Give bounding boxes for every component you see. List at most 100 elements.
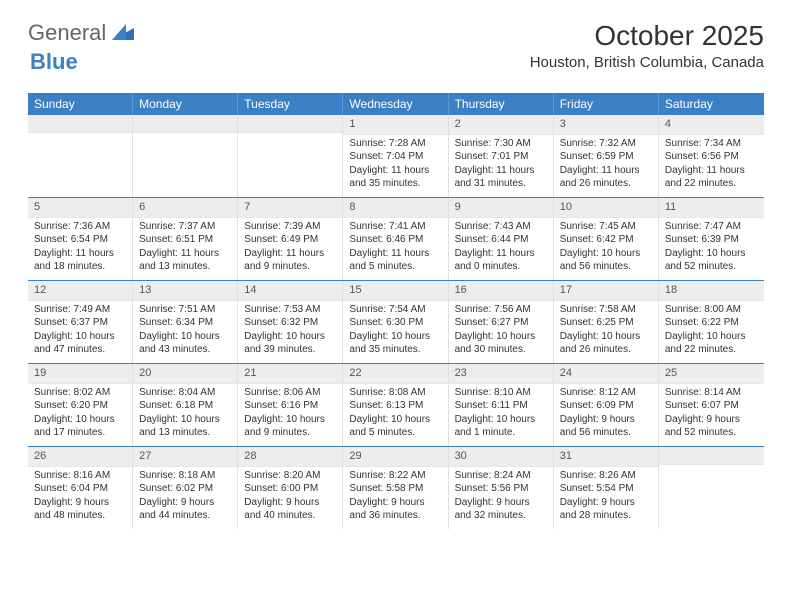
day-number: 14	[238, 281, 342, 301]
daylight-text: Daylight: 9 hours and 56 minutes.	[560, 413, 652, 440]
calendar-cell: 29Sunrise: 8:22 AMSunset: 5:58 PMDayligh…	[343, 447, 448, 529]
day-header-thu: Thursday	[449, 93, 554, 115]
day-number: 26	[28, 447, 132, 467]
sunrise-text: Sunrise: 8:00 AM	[665, 303, 758, 317]
day-number: 5	[28, 198, 132, 218]
sunset-text: Sunset: 6:34 PM	[139, 316, 231, 330]
day-detail: Sunrise: 8:18 AMSunset: 6:02 PMDaylight:…	[133, 467, 237, 527]
sunset-text: Sunset: 5:56 PM	[455, 482, 547, 496]
sunset-text: Sunset: 6:37 PM	[34, 316, 126, 330]
day-detail: Sunrise: 8:12 AMSunset: 6:09 PMDaylight:…	[554, 384, 658, 444]
day-number: 15	[343, 281, 447, 301]
day-number	[28, 115, 132, 133]
calendar-page: General October 2025 Houston, British Co…	[0, 0, 792, 549]
day-detail: Sunrise: 7:54 AMSunset: 6:30 PMDaylight:…	[343, 301, 447, 361]
day-number: 19	[28, 364, 132, 384]
sunset-text: Sunset: 6:00 PM	[244, 482, 336, 496]
day-number: 31	[554, 447, 658, 467]
calendar-cell: 25Sunrise: 8:14 AMSunset: 6:07 PMDayligh…	[659, 364, 764, 446]
calendar-grid: Sunday Monday Tuesday Wednesday Thursday…	[28, 93, 764, 529]
calendar-cell: 12Sunrise: 7:49 AMSunset: 6:37 PMDayligh…	[28, 281, 133, 363]
day-detail: Sunrise: 7:49 AMSunset: 6:37 PMDaylight:…	[28, 301, 132, 361]
calendar-cell: 13Sunrise: 7:51 AMSunset: 6:34 PMDayligh…	[133, 281, 238, 363]
day-number: 22	[343, 364, 447, 384]
day-detail: Sunrise: 7:32 AMSunset: 6:59 PMDaylight:…	[554, 135, 658, 195]
daylight-text: Daylight: 10 hours and 43 minutes.	[139, 330, 231, 357]
sunset-text: Sunset: 6:18 PM	[139, 399, 231, 413]
day-number: 16	[449, 281, 553, 301]
sunset-text: Sunset: 6:39 PM	[665, 233, 758, 247]
day-number: 20	[133, 364, 237, 384]
day-detail: Sunrise: 7:30 AMSunset: 7:01 PMDaylight:…	[449, 135, 553, 195]
day-number: 8	[343, 198, 447, 218]
sunrise-text: Sunrise: 8:10 AM	[455, 386, 547, 400]
daylight-text: Daylight: 10 hours and 30 minutes.	[455, 330, 547, 357]
calendar-cell: 28Sunrise: 8:20 AMSunset: 6:00 PMDayligh…	[238, 447, 343, 529]
sunset-text: Sunset: 6:44 PM	[455, 233, 547, 247]
sunrise-text: Sunrise: 8:04 AM	[139, 386, 231, 400]
calendar-cell: 9Sunrise: 7:43 AMSunset: 6:44 PMDaylight…	[449, 198, 554, 280]
calendar-cell: 3Sunrise: 7:32 AMSunset: 6:59 PMDaylight…	[554, 115, 659, 197]
calendar-cell: 30Sunrise: 8:24 AMSunset: 5:56 PMDayligh…	[449, 447, 554, 529]
day-number: 2	[449, 115, 553, 135]
daylight-text: Daylight: 11 hours and 18 minutes.	[34, 247, 126, 274]
day-header-sun: Sunday	[28, 93, 133, 115]
calendar-cell: 7Sunrise: 7:39 AMSunset: 6:49 PMDaylight…	[238, 198, 343, 280]
daylight-text: Daylight: 9 hours and 44 minutes.	[139, 496, 231, 523]
sunrise-text: Sunrise: 7:30 AM	[455, 137, 547, 151]
calendar-week: 5Sunrise: 7:36 AMSunset: 6:54 PMDaylight…	[28, 197, 764, 280]
calendar-cell: 6Sunrise: 7:37 AMSunset: 6:51 PMDaylight…	[133, 198, 238, 280]
daylight-text: Daylight: 10 hours and 22 minutes.	[665, 330, 758, 357]
sunrise-text: Sunrise: 7:34 AM	[665, 137, 758, 151]
sunrise-text: Sunrise: 8:12 AM	[560, 386, 652, 400]
sunrise-text: Sunrise: 7:54 AM	[349, 303, 441, 317]
daylight-text: Daylight: 11 hours and 35 minutes.	[349, 164, 441, 191]
day-number: 28	[238, 447, 342, 467]
day-number	[238, 115, 342, 133]
logo-mark-icon	[112, 20, 134, 46]
month-title: October 2025	[530, 20, 764, 52]
sunrise-text: Sunrise: 8:18 AM	[139, 469, 231, 483]
calendar-cell: 20Sunrise: 8:04 AMSunset: 6:18 PMDayligh…	[133, 364, 238, 446]
sunset-text: Sunset: 6:09 PM	[560, 399, 652, 413]
calendar-cell	[238, 115, 343, 197]
daylight-text: Daylight: 11 hours and 0 minutes.	[455, 247, 547, 274]
day-detail: Sunrise: 8:26 AMSunset: 5:54 PMDaylight:…	[554, 467, 658, 527]
daylight-text: Daylight: 10 hours and 52 minutes.	[665, 247, 758, 274]
daylight-text: Daylight: 10 hours and 26 minutes.	[560, 330, 652, 357]
day-detail: Sunrise: 8:04 AMSunset: 6:18 PMDaylight:…	[133, 384, 237, 444]
sunset-text: Sunset: 6:25 PM	[560, 316, 652, 330]
day-detail: Sunrise: 7:56 AMSunset: 6:27 PMDaylight:…	[449, 301, 553, 361]
sunset-text: Sunset: 6:54 PM	[34, 233, 126, 247]
daylight-text: Daylight: 9 hours and 52 minutes.	[665, 413, 758, 440]
calendar-cell: 4Sunrise: 7:34 AMSunset: 6:56 PMDaylight…	[659, 115, 764, 197]
sunset-text: Sunset: 6:49 PM	[244, 233, 336, 247]
sunset-text: Sunset: 7:01 PM	[455, 150, 547, 164]
sunrise-text: Sunrise: 8:20 AM	[244, 469, 336, 483]
sunset-text: Sunset: 6:13 PM	[349, 399, 441, 413]
calendar-cell: 23Sunrise: 8:10 AMSunset: 6:11 PMDayligh…	[449, 364, 554, 446]
day-detail: Sunrise: 8:22 AMSunset: 5:58 PMDaylight:…	[343, 467, 447, 527]
calendar-cell: 14Sunrise: 7:53 AMSunset: 6:32 PMDayligh…	[238, 281, 343, 363]
sunset-text: Sunset: 6:30 PM	[349, 316, 441, 330]
daylight-text: Daylight: 9 hours and 36 minutes.	[349, 496, 441, 523]
day-number: 12	[28, 281, 132, 301]
day-header-wed: Wednesday	[343, 93, 448, 115]
weeks-container: 1Sunrise: 7:28 AMSunset: 7:04 PMDaylight…	[28, 115, 764, 529]
daylight-text: Daylight: 10 hours and 1 minute.	[455, 413, 547, 440]
sunset-text: Sunset: 5:58 PM	[349, 482, 441, 496]
calendar-week: 26Sunrise: 8:16 AMSunset: 6:04 PMDayligh…	[28, 446, 764, 529]
sunrise-text: Sunrise: 8:16 AM	[34, 469, 126, 483]
day-detail: Sunrise: 8:06 AMSunset: 6:16 PMDaylight:…	[238, 384, 342, 444]
day-detail: Sunrise: 7:53 AMSunset: 6:32 PMDaylight:…	[238, 301, 342, 361]
day-number	[133, 115, 237, 133]
day-detail: Sunrise: 7:58 AMSunset: 6:25 PMDaylight:…	[554, 301, 658, 361]
sunrise-text: Sunrise: 7:49 AM	[34, 303, 126, 317]
daylight-text: Daylight: 11 hours and 9 minutes.	[244, 247, 336, 274]
sunrise-text: Sunrise: 7:56 AM	[455, 303, 547, 317]
day-detail: Sunrise: 7:45 AMSunset: 6:42 PMDaylight:…	[554, 218, 658, 278]
sunrise-text: Sunrise: 8:26 AM	[560, 469, 652, 483]
sunrise-text: Sunrise: 7:45 AM	[560, 220, 652, 234]
sunrise-text: Sunrise: 8:02 AM	[34, 386, 126, 400]
calendar-cell: 1Sunrise: 7:28 AMSunset: 7:04 PMDaylight…	[343, 115, 448, 197]
